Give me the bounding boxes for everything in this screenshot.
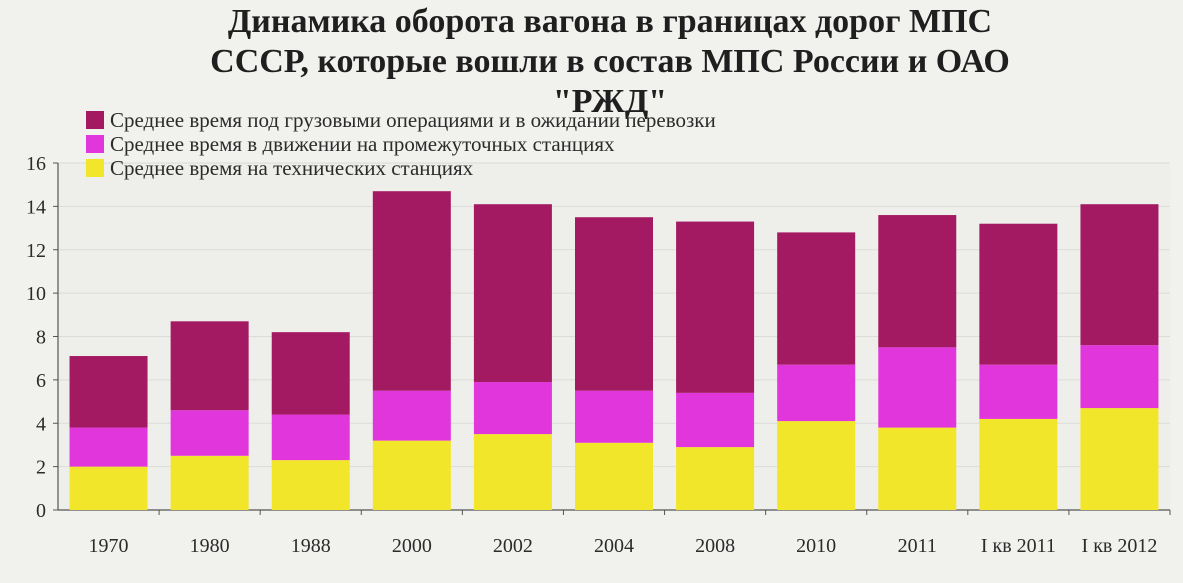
bar-segment [979,364,1058,419]
bar-segment [473,204,552,383]
y-tick-label: 10 [26,283,46,305]
bar-segment [979,418,1058,510]
bar-segment [271,332,350,415]
legend-swatch [86,111,104,129]
y-tick-label: 4 [36,413,46,435]
legend-label: Среднее время на технических станциях [110,156,474,180]
bar-segment [575,390,653,443]
chart-legend: Среднее время под грузовыми операциями и… [86,108,716,180]
bar-segment [676,392,755,448]
bar-segment [69,427,148,467]
bar-segment [676,221,755,393]
x-tick-label: 2002 [493,535,533,557]
x-tick-label: 2004 [594,535,634,557]
legend-label: Среднее время в движении на промежуточны… [110,132,615,156]
x-tick-label: 1980 [190,535,230,557]
bar-segment [372,440,451,510]
bar-segment [473,434,552,510]
bar-segment [170,410,249,456]
x-tick-label: 1988 [291,535,331,557]
x-tick-label: 2008 [695,535,735,557]
x-tick-label: 2010 [796,535,836,557]
bar-segment [777,232,856,365]
y-tick-label: 16 [26,153,46,175]
chart-title-line: Динамика оборота вагона в границах дорог… [227,3,993,40]
legend-swatch [86,159,104,177]
legend-item: Среднее время на технических станциях [86,156,716,180]
bar-segment [575,217,653,391]
bar-segment [1080,408,1159,510]
bar-segment [878,215,957,348]
y-tick-label: 2 [36,457,46,479]
bar-segment [170,321,249,411]
bar-segment [372,191,451,391]
x-tick-label: 2000 [392,535,432,557]
bar-segment [372,390,451,441]
y-tick-label: 14 [26,196,46,218]
y-tick-label: 6 [36,370,46,392]
y-tick-label: 0 [36,500,46,522]
x-tick-label: 2011 [898,535,937,557]
chart-title-line: "РЖД" [552,83,668,120]
legend-label: Среднее время под грузовыми операциями и… [110,108,716,132]
legend-item: Среднее время в движении на промежуточны… [86,132,716,156]
x-tick-label: 1970 [89,535,129,557]
bar-segment [69,356,148,428]
legend-swatch [86,135,104,153]
bar-segment [777,421,856,510]
x-tick-label: I кв 2011 [981,535,1056,557]
chart-title: Динамика оборота вагона в границах дорог… [160,2,1060,122]
legend-item: Среднее время под грузовыми операциями и… [86,108,716,132]
bar-segment [271,460,350,510]
bar-segment [878,347,957,428]
chart-title-line: СССР, которые вошли в состав МПС России … [210,43,1010,80]
bar-segment [777,364,856,422]
bar-segment [979,223,1058,365]
bar-segment [271,414,350,461]
bar-segment [1080,345,1159,409]
bar-segment [1080,204,1159,346]
x-tick-label: I кв 2012 [1082,535,1158,557]
bar-segment [575,442,653,510]
bar-segment [676,447,755,510]
y-tick-label: 8 [36,327,46,349]
bar-segment [69,466,148,510]
y-tick-label: 12 [26,240,46,262]
bar-segment [878,427,957,510]
bar-segment [473,382,552,435]
bar-segment [170,455,249,510]
